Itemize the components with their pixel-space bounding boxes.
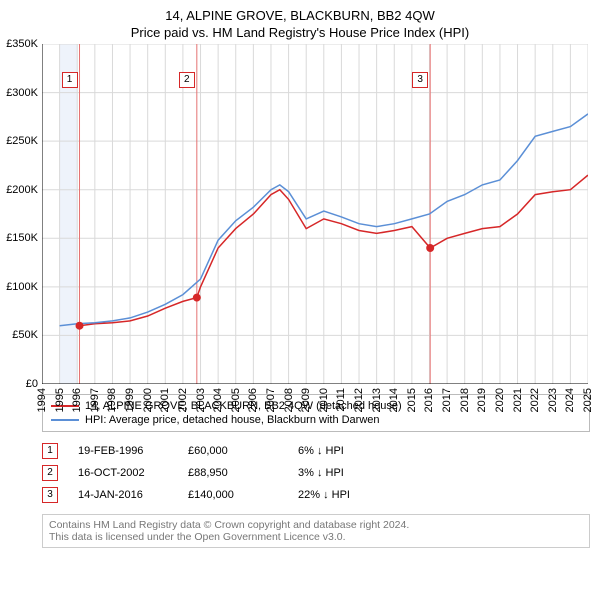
sale-delta: 3% ↓ HPI	[298, 467, 388, 479]
x-tick-label: 2011	[335, 388, 347, 412]
x-tick-label: 2023	[547, 388, 559, 412]
x-tick-label: 2012	[353, 388, 365, 412]
x-tick-label: 1994	[36, 388, 48, 412]
x-tick-label: 2003	[195, 388, 207, 412]
x-tick-label: 2008	[283, 388, 295, 412]
x-tick-label: 2005	[230, 388, 242, 412]
sale-price: £140,000	[188, 489, 278, 501]
y-tick-label: £50K	[12, 329, 38, 341]
y-tick-label: £200K	[6, 184, 38, 196]
sale-price: £60,000	[188, 445, 278, 457]
sale-date: 16-OCT-2002	[78, 467, 168, 479]
sale-marker-2: 2	[179, 72, 195, 88]
y-tick-label: £250K	[6, 135, 38, 147]
sale-date: 14-JAN-2016	[78, 489, 168, 501]
x-tick-label: 2000	[142, 388, 154, 412]
sale-row-marker: 3	[42, 487, 58, 503]
legend-label: HPI: Average price, detached house, Blac…	[85, 414, 380, 426]
x-tick-label: 2021	[512, 388, 524, 412]
x-tick-label: 2013	[371, 388, 383, 412]
sale-marker-3: 3	[412, 72, 428, 88]
x-tick-label: 2010	[318, 388, 330, 412]
x-tick-label: 1999	[124, 388, 136, 412]
x-tick-label: 2015	[406, 388, 418, 412]
sale-date: 19-FEB-1996	[78, 445, 168, 457]
x-tick-label: 2001	[159, 388, 171, 412]
sale-price: £88,950	[188, 467, 278, 479]
x-tick-label: 2002	[177, 388, 189, 412]
x-tick-label: 2019	[476, 388, 488, 412]
legend-swatch	[51, 419, 79, 421]
x-tick-label: 2006	[247, 388, 259, 412]
x-tick-label: 2017	[441, 388, 453, 412]
chart-title: 14, ALPINE GROVE, BLACKBURN, BB2 4QW	[0, 0, 600, 23]
sale-delta: 6% ↓ HPI	[298, 445, 388, 457]
x-tick-label: 1998	[106, 388, 118, 412]
x-tick-label: 1996	[71, 388, 83, 412]
x-tick-label: 2009	[300, 388, 312, 412]
sale-delta: 22% ↓ HPI	[298, 489, 388, 501]
x-tick-label: 2022	[529, 388, 541, 412]
footer-line-2: This data is licensed under the Open Gov…	[49, 531, 583, 543]
x-tick-label: 2014	[388, 388, 400, 412]
y-tick-label: £300K	[6, 87, 38, 99]
x-tick-label: 2004	[212, 388, 224, 412]
x-tick-label: 1995	[54, 388, 66, 412]
x-tick-label: 2016	[423, 388, 435, 412]
legend-row: HPI: Average price, detached house, Blac…	[51, 413, 581, 427]
y-tick-label: £150K	[6, 232, 38, 244]
sales-table: 1 19-FEB-1996 £60,000 6% ↓ HPI 2 16-OCT-2002 £…	[42, 440, 590, 506]
sale-row: 1 19-FEB-1996 £60,000 6% ↓ HPI	[42, 440, 590, 462]
x-tick-label: 2007	[265, 388, 277, 412]
sale-row-marker: 1	[42, 443, 58, 459]
sale-marker-1: 1	[62, 72, 78, 88]
y-tick-label: £100K	[6, 281, 38, 293]
sale-row: 2 16-OCT-2002 £88,950 3% ↓ HPI	[42, 462, 590, 484]
footer-line-1: Contains HM Land Registry data © Crown c…	[49, 519, 583, 531]
x-tick-label: 2020	[494, 388, 506, 412]
chart-container: 14, ALPINE GROVE, BLACKBURN, BB2 4QW Pri…	[0, 0, 600, 590]
attribution-footer: Contains HM Land Registry data © Crown c…	[42, 514, 590, 548]
y-tick-label: £350K	[6, 38, 38, 50]
chart-plot-area: £0£50K£100K£150K£200K£250K£300K£350K1994…	[42, 44, 588, 384]
x-tick-label: 1997	[89, 388, 101, 412]
x-tick-label: 2018	[459, 388, 471, 412]
x-tick-label: 2024	[564, 388, 576, 412]
sale-row-marker: 2	[42, 465, 58, 481]
chart-subtitle: Price paid vs. HM Land Registry's House …	[0, 23, 600, 44]
x-tick-label: 2025	[582, 388, 594, 412]
sale-row: 3 14-JAN-2016 £140,000 22% ↓ HPI	[42, 484, 590, 506]
